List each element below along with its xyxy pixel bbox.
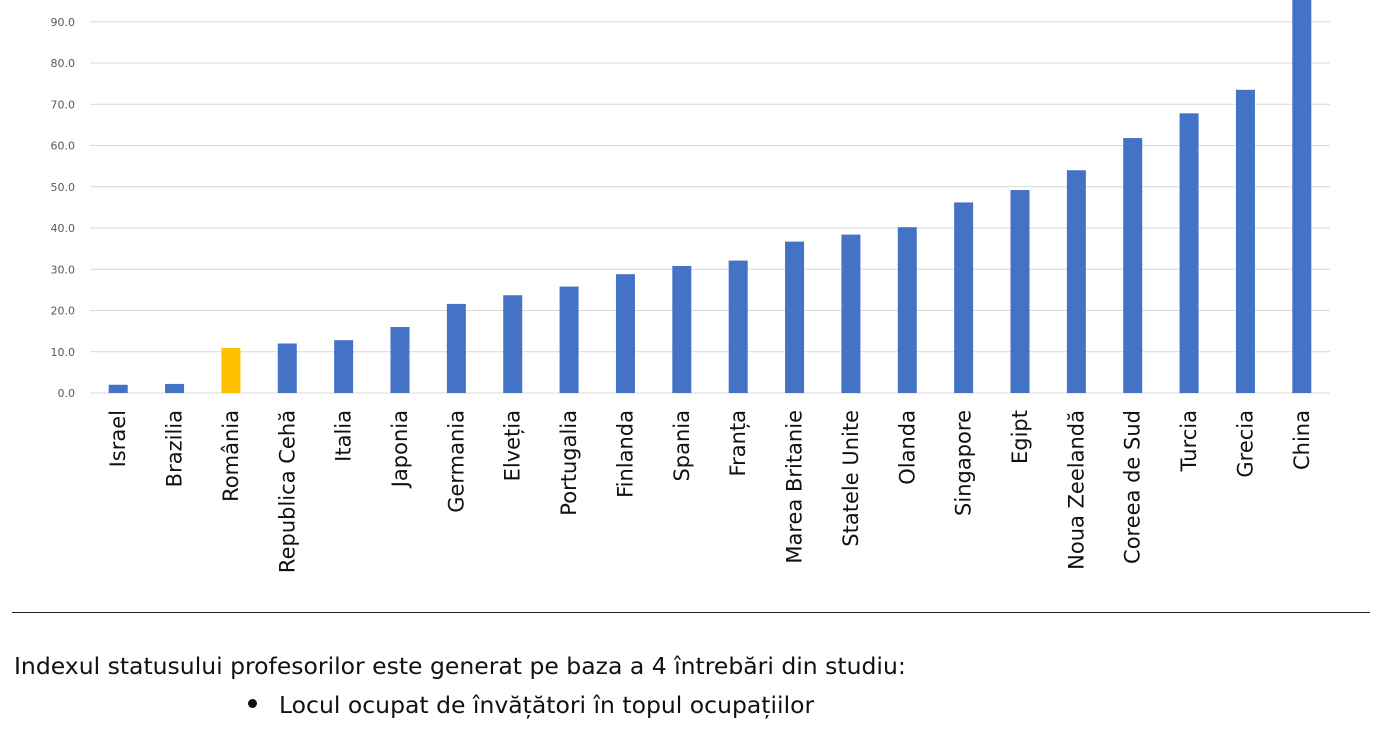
- bar-franța: [728, 260, 748, 393]
- x-tick-label: Singapore: [952, 410, 976, 516]
- x-axis-ticks: Israel Brazilia România Republica Cehă Itali…: [106, 410, 1314, 573]
- y-axis-ticks: 0.0 10.0 20.0 30.0 40.0 50.0 60.0 70.0 80.0 90.0: [51, 16, 76, 400]
- x-tick-label: Spania: [670, 410, 694, 482]
- y-tick-label: 40.0: [51, 222, 76, 235]
- y-tick-label: 60.0: [51, 140, 76, 153]
- bar-chart: 0.010.020.030.040.050.060.070.080.090.0 …: [51, 0, 1330, 573]
- y-tick-label: 10.0: [51, 346, 76, 359]
- x-tick-label: Italia: [332, 410, 356, 462]
- bar-finlanda: [615, 274, 635, 393]
- bar-italia: [334, 340, 354, 393]
- bar-spania: [672, 265, 692, 393]
- x-tick-label: Noua Zeelandă: [1064, 410, 1088, 570]
- y-tick-label: 70.0: [51, 98, 76, 111]
- bar-statele-unite: [841, 234, 861, 393]
- question-list: Locul ocupat de învățători în topul ocup…: [248, 691, 814, 731]
- x-tick-label: Egipt: [1008, 410, 1032, 464]
- bar-egipt: [1010, 190, 1030, 393]
- bar-japonia: [390, 327, 410, 393]
- bar-china: [1292, 0, 1312, 393]
- gridlines: [90, 21, 1330, 394]
- y-tick-label: 30.0: [51, 263, 76, 276]
- bar-marea-britanie: [785, 241, 805, 393]
- bar-brazilia: [165, 383, 185, 393]
- y-tick-label: 80.0: [51, 57, 76, 70]
- x-tick-label: Franța: [726, 410, 750, 476]
- x-tick-label: Israel: [106, 410, 130, 467]
- x-tick-label: Republica Cehă: [275, 410, 299, 573]
- bar-noua-zeelandă: [1066, 170, 1086, 393]
- x-tick-label: Olanda: [895, 410, 919, 485]
- x-tick-label: România: [219, 410, 243, 502]
- x-tick-label: Marea Britanie: [783, 410, 807, 564]
- x-tick-label: Turcia: [1177, 410, 1201, 472]
- bar-coreea-de-sud: [1123, 138, 1143, 393]
- bar-românia: [221, 348, 241, 393]
- x-tick-label: Japonia: [388, 410, 412, 489]
- bar-grecia: [1235, 89, 1255, 393]
- question-text: Locul ocupat de învățători în topul ocup…: [279, 691, 815, 719]
- x-tick-label: Finlanda: [613, 410, 637, 498]
- y-tick-label: 50.0: [51, 181, 76, 194]
- bars: [108, 0, 1312, 393]
- x-tick-label: Portugalia: [557, 410, 581, 516]
- divider-line: [12, 612, 1370, 613]
- bullet-icon: [248, 699, 257, 708]
- x-tick-label: Statele Unite: [839, 410, 863, 547]
- y-tick-label: 20.0: [51, 305, 76, 318]
- x-tick-label: Brazilia: [163, 410, 187, 487]
- x-tick-label: Elveția: [501, 410, 525, 481]
- question-list-item: Locul ocupat de învățători în topul ocup…: [248, 691, 814, 731]
- bar-olanda: [897, 227, 917, 393]
- bar-republica-cehă: [277, 343, 297, 393]
- bar-portugalia: [559, 286, 579, 393]
- bar-israel: [108, 384, 128, 393]
- index-description: Indexul statusului profesorilor este gen…: [14, 652, 906, 680]
- x-tick-label: China: [1290, 410, 1314, 470]
- y-tick-label: 90.0: [51, 16, 76, 29]
- bar-germania: [446, 303, 466, 393]
- y-tick-label: 0.0: [58, 387, 76, 400]
- bar-turcia: [1179, 113, 1199, 393]
- x-tick-label: Coreea de Sud: [1121, 410, 1145, 564]
- x-tick-label: Germania: [444, 410, 468, 513]
- x-tick-label: Grecia: [1233, 410, 1257, 478]
- bar-singapore: [954, 202, 974, 393]
- bar-elveția: [503, 295, 523, 393]
